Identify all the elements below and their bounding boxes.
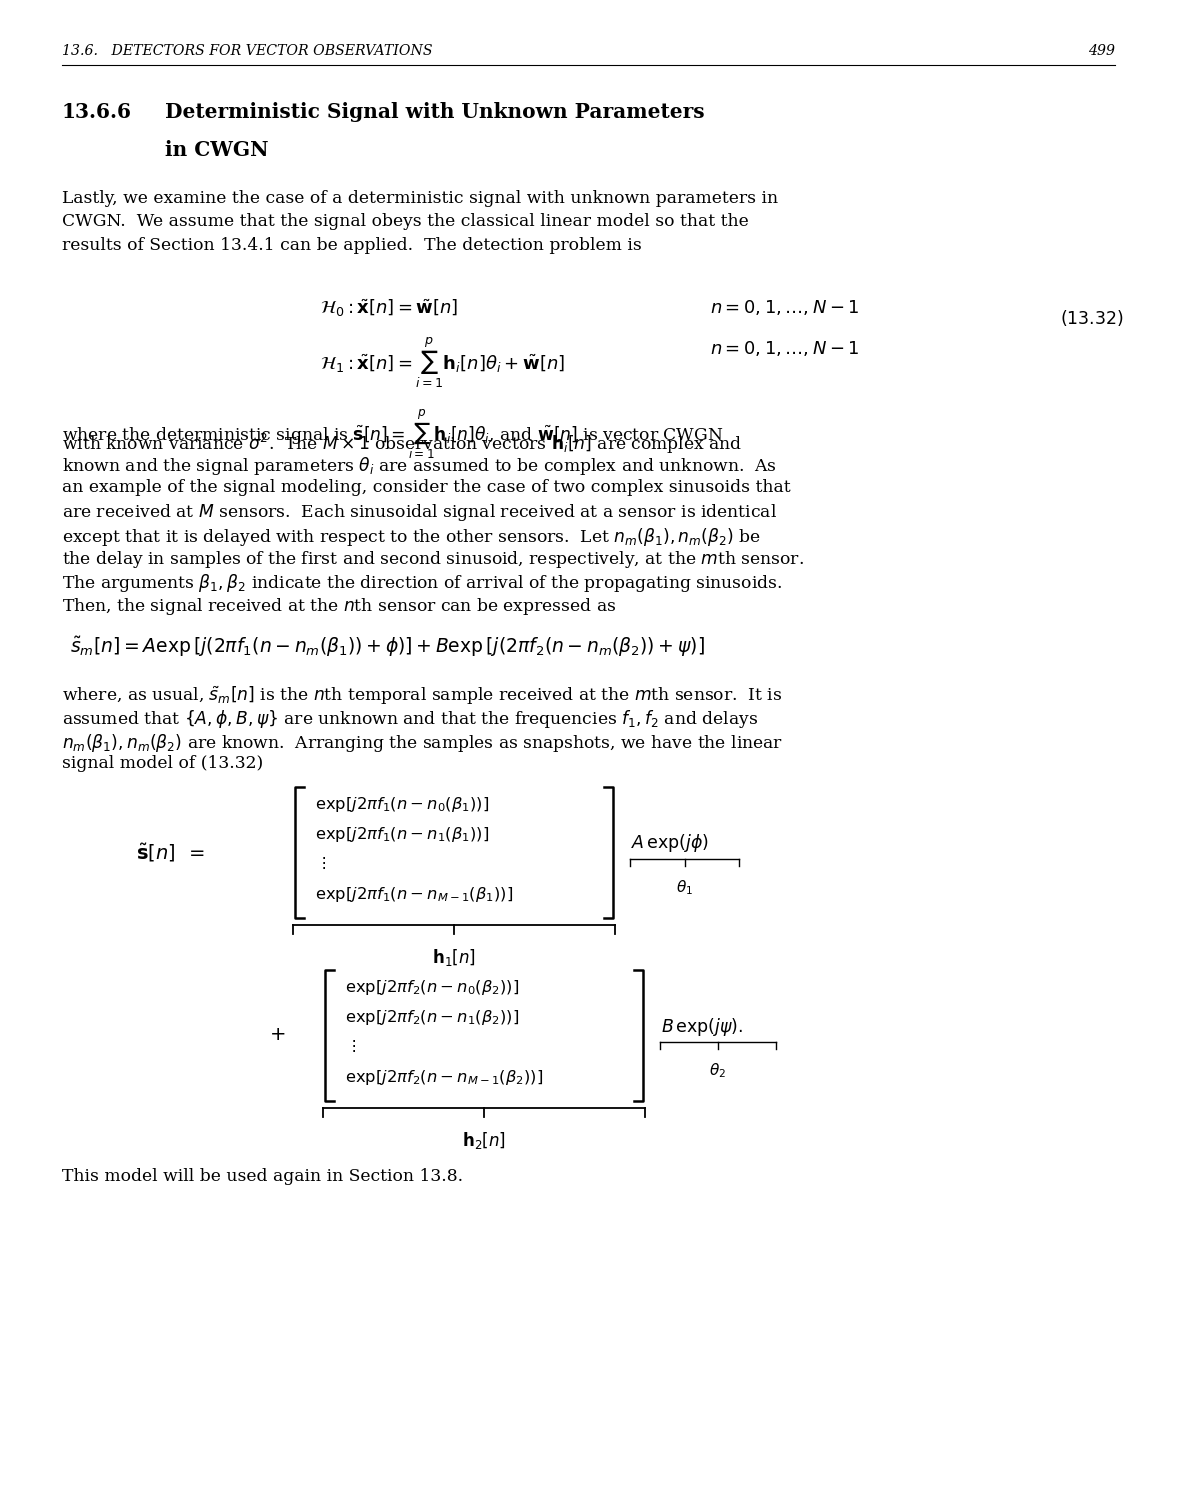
Text: the delay in samples of the first and second sinusoid, respectively, at the $m$t: the delay in samples of the first and se…: [62, 549, 804, 570]
Text: $\exp[j2\pi f_2(n - n_{M-1}(\beta_2))]$: $\exp[j2\pi f_2(n - n_{M-1}(\beta_2))]$: [345, 1068, 544, 1088]
Text: an example of the signal modeling, consider the case of two complex sinusoids th: an example of the signal modeling, consi…: [62, 478, 791, 495]
Text: $\theta_2$: $\theta_2$: [710, 1062, 726, 1080]
Text: $\exp[j2\pi f_1(n - n_1(\beta_1))]$: $\exp[j2\pi f_1(n - n_1(\beta_1))]$: [315, 825, 490, 844]
Text: $\mathcal{H}_0 : \tilde{\mathbf{x}}[n] = \tilde{\mathbf{w}}[n]$: $\mathcal{H}_0 : \tilde{\mathbf{x}}[n] =…: [320, 298, 459, 320]
Text: $\exp[j2\pi f_2(n - n_0(\beta_2))]$: $\exp[j2\pi f_2(n - n_0(\beta_2))]$: [345, 978, 519, 998]
Text: $A\,\exp(j\phi)$: $A\,\exp(j\phi)$: [631, 833, 709, 855]
Text: $=$: $=$: [185, 843, 205, 861]
Text: This model will be used again in Section 13.8.: This model will be used again in Section…: [62, 1168, 463, 1185]
Text: with known variance $\sigma^2$.  The $M \times 1$ observation vectors $\mathbf{h: with known variance $\sigma^2$. The $M \…: [62, 432, 743, 456]
Text: Deterministic Signal with Unknown Parameters: Deterministic Signal with Unknown Parame…: [165, 102, 705, 122]
Text: signal model of (13.32): signal model of (13.32): [62, 756, 264, 772]
Text: $\mathbf{h}_1[n]$: $\mathbf{h}_1[n]$: [432, 946, 476, 968]
Text: $\vdots$: $\vdots$: [315, 855, 326, 871]
Text: $\exp[j2\pi f_2(n - n_1(\beta_2))]$: $\exp[j2\pi f_2(n - n_1(\beta_2))]$: [345, 1008, 519, 1028]
Text: The arguments $\beta_1, \beta_2$ indicate the direction of arrival of the propag: The arguments $\beta_1, \beta_2$ indicat…: [62, 573, 782, 594]
Text: $(13.32)$: $(13.32)$: [1060, 308, 1124, 328]
Text: $\tilde{\mathbf{s}}[n]$: $\tilde{\mathbf{s}}[n]$: [135, 842, 175, 864]
Text: are received at $M$ sensors.  Each sinusoidal signal received at a sensor is ide: are received at $M$ sensors. Each sinuso…: [62, 503, 777, 524]
Text: $B\,\exp(j\psi).$: $B\,\exp(j\psi).$: [661, 1016, 743, 1038]
Text: Lastly, we examine the case of a deterministic signal with unknown parameters in: Lastly, we examine the case of a determi…: [62, 190, 778, 207]
Text: $\vdots$: $\vdots$: [345, 1038, 355, 1054]
Text: except that it is delayed with respect to the other sensors.  Let $n_m(\beta_1),: except that it is delayed with respect t…: [62, 525, 762, 548]
Text: $\theta_1$: $\theta_1$: [676, 879, 693, 897]
Text: results of Section 13.4.1 can be applied.  The detection problem is: results of Section 13.4.1 can be applied…: [62, 237, 641, 254]
Text: 13.6.6: 13.6.6: [62, 102, 132, 122]
Text: $+$: $+$: [268, 1026, 285, 1044]
Text: $n_m(\beta_1), n_m(\beta_2)$ are known.  Arranging the samples as snapshots, we : $n_m(\beta_1), n_m(\beta_2)$ are known. …: [62, 732, 783, 754]
Text: 13.6.   DETECTORS FOR VECTOR OBSERVATIONS: 13.6. DETECTORS FOR VECTOR OBSERVATIONS: [62, 44, 432, 58]
Text: $\mathcal{H}_1 : \tilde{\mathbf{x}}[n] = \sum_{i=1}^{p} \mathbf{h}_i[n]\theta_i : $\mathcal{H}_1 : \tilde{\mathbf{x}}[n] =…: [320, 336, 565, 390]
Text: CWGN.  We assume that the signal obeys the classical linear model so that the: CWGN. We assume that the signal obeys th…: [62, 213, 749, 231]
Text: $n = 0, 1, \ldots, N-1$: $n = 0, 1, \ldots, N-1$: [710, 339, 859, 358]
Text: in CWGN: in CWGN: [165, 140, 268, 160]
Text: $\exp[j2\pi f_1(n - n_{M-1}(\beta_1))]$: $\exp[j2\pi f_1(n - n_{M-1}(\beta_1))]$: [315, 885, 513, 904]
Text: where the deterministic signal is $\tilde{\mathbf{s}}[n] = \sum_{i=1}^{p} \mathb: where the deterministic signal is $\tild…: [62, 408, 723, 460]
Text: $n = 0, 1, \ldots, N-1$: $n = 0, 1, \ldots, N-1$: [710, 298, 859, 316]
Text: Then, the signal received at the $n$th sensor can be expressed as: Then, the signal received at the $n$th s…: [62, 596, 617, 616]
Text: $\exp[j2\pi f_1(n - n_0(\beta_1))]$: $\exp[j2\pi f_1(n - n_0(\beta_1))]$: [315, 795, 490, 814]
Text: $\tilde{s}_m[n] = A\exp\left[j(2\pi f_1(n - n_m(\beta_1)) + \phi)\right] + B\exp: $\tilde{s}_m[n] = A\exp\left[j(2\pi f_1(…: [69, 634, 705, 658]
Text: known and the signal parameters $\theta_i$ are assumed to be complex and unknown: known and the signal parameters $\theta_…: [62, 454, 777, 477]
Text: 499: 499: [1088, 44, 1115, 58]
Text: assumed that $\{A, \phi, B, \psi\}$ are unknown and that the frequencies $f_1, f: assumed that $\{A, \phi, B, \psi\}$ are …: [62, 708, 758, 730]
Text: $\mathbf{h}_2[n]$: $\mathbf{h}_2[n]$: [463, 1130, 506, 1150]
Text: where, as usual, $\tilde{s}_m[n]$ is the $n$th temporal sample received at the $: where, as usual, $\tilde{s}_m[n]$ is the…: [62, 686, 783, 708]
